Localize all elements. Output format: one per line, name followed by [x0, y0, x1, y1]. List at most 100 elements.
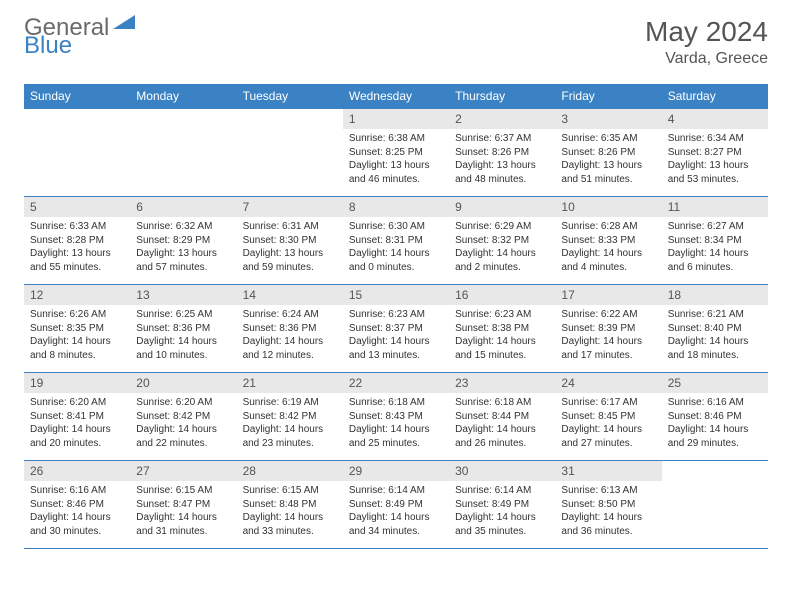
- day-number: 25: [662, 373, 768, 393]
- day-content: Sunrise: 6:21 AMSunset: 8:40 PMDaylight:…: [662, 305, 768, 368]
- day-number: 1: [343, 109, 449, 129]
- day-content: Sunrise: 6:14 AMSunset: 8:49 PMDaylight:…: [343, 481, 449, 544]
- day-content: Sunrise: 6:16 AMSunset: 8:46 PMDaylight:…: [24, 481, 130, 544]
- day-content: Sunrise: 6:34 AMSunset: 8:27 PMDaylight:…: [662, 129, 768, 192]
- location: Varda, Greece: [645, 50, 768, 68]
- day-cell: 6Sunrise: 6:32 AMSunset: 8:29 PMDaylight…: [130, 197, 236, 285]
- day-number: 15: [343, 285, 449, 305]
- day-cell: 4Sunrise: 6:34 AMSunset: 8:27 PMDaylight…: [662, 109, 768, 197]
- day-content: Sunrise: 6:16 AMSunset: 8:46 PMDaylight:…: [662, 393, 768, 456]
- col-saturday: Saturday: [662, 84, 768, 109]
- day-number: 17: [555, 285, 661, 305]
- day-cell: 13Sunrise: 6:25 AMSunset: 8:36 PMDayligh…: [130, 285, 236, 373]
- day-number: 13: [130, 285, 236, 305]
- day-number: 10: [555, 197, 661, 217]
- day-number: 24: [555, 373, 661, 393]
- day-number: 23: [449, 373, 555, 393]
- col-thursday: Thursday: [449, 84, 555, 109]
- day-cell: [24, 109, 130, 197]
- day-cell: 17Sunrise: 6:22 AMSunset: 8:39 PMDayligh…: [555, 285, 661, 373]
- day-content: Sunrise: 6:17 AMSunset: 8:45 PMDaylight:…: [555, 393, 661, 456]
- day-cell: 16Sunrise: 6:23 AMSunset: 8:38 PMDayligh…: [449, 285, 555, 373]
- day-content: Sunrise: 6:18 AMSunset: 8:44 PMDaylight:…: [449, 393, 555, 456]
- day-content: Sunrise: 6:29 AMSunset: 8:32 PMDaylight:…: [449, 217, 555, 280]
- day-content: Sunrise: 6:27 AMSunset: 8:34 PMDaylight:…: [662, 217, 768, 280]
- day-content: Sunrise: 6:32 AMSunset: 8:29 PMDaylight:…: [130, 217, 236, 280]
- day-number: 3: [555, 109, 661, 129]
- header: GeneralBlue May 2024 Varda, Greece: [0, 0, 792, 76]
- logo-text-blue: Blue: [24, 32, 72, 59]
- col-wednesday: Wednesday: [343, 84, 449, 109]
- day-content: Sunrise: 6:23 AMSunset: 8:37 PMDaylight:…: [343, 305, 449, 368]
- day-cell: 29Sunrise: 6:14 AMSunset: 8:49 PMDayligh…: [343, 461, 449, 549]
- day-content: Sunrise: 6:28 AMSunset: 8:33 PMDaylight:…: [555, 217, 661, 280]
- day-cell: 5Sunrise: 6:33 AMSunset: 8:28 PMDaylight…: [24, 197, 130, 285]
- day-cell: 2Sunrise: 6:37 AMSunset: 8:26 PMDaylight…: [449, 109, 555, 197]
- day-cell: 12Sunrise: 6:26 AMSunset: 8:35 PMDayligh…: [24, 285, 130, 373]
- day-cell: 24Sunrise: 6:17 AMSunset: 8:45 PMDayligh…: [555, 373, 661, 461]
- week-row: 12Sunrise: 6:26 AMSunset: 8:35 PMDayligh…: [24, 285, 768, 373]
- logo-triangle-icon: [113, 15, 135, 33]
- day-cell: 25Sunrise: 6:16 AMSunset: 8:46 PMDayligh…: [662, 373, 768, 461]
- day-cell: 21Sunrise: 6:19 AMSunset: 8:42 PMDayligh…: [237, 373, 343, 461]
- day-cell: 11Sunrise: 6:27 AMSunset: 8:34 PMDayligh…: [662, 197, 768, 285]
- day-content: Sunrise: 6:14 AMSunset: 8:49 PMDaylight:…: [449, 481, 555, 544]
- day-number: 18: [662, 285, 768, 305]
- day-content: Sunrise: 6:37 AMSunset: 8:26 PMDaylight:…: [449, 129, 555, 192]
- day-content: Sunrise: 6:20 AMSunset: 8:42 PMDaylight:…: [130, 393, 236, 456]
- calendar-body: 1Sunrise: 6:38 AMSunset: 8:25 PMDaylight…: [24, 109, 768, 549]
- day-cell: [237, 109, 343, 197]
- day-content: Sunrise: 6:24 AMSunset: 8:36 PMDaylight:…: [237, 305, 343, 368]
- day-number: 22: [343, 373, 449, 393]
- day-cell: 22Sunrise: 6:18 AMSunset: 8:43 PMDayligh…: [343, 373, 449, 461]
- day-cell: 23Sunrise: 6:18 AMSunset: 8:44 PMDayligh…: [449, 373, 555, 461]
- day-cell: 8Sunrise: 6:30 AMSunset: 8:31 PMDaylight…: [343, 197, 449, 285]
- week-row: 5Sunrise: 6:33 AMSunset: 8:28 PMDaylight…: [24, 197, 768, 285]
- day-cell: 7Sunrise: 6:31 AMSunset: 8:30 PMDaylight…: [237, 197, 343, 285]
- day-cell: 19Sunrise: 6:20 AMSunset: 8:41 PMDayligh…: [24, 373, 130, 461]
- calendar-table: Sunday Monday Tuesday Wednesday Thursday…: [24, 84, 768, 549]
- day-content: Sunrise: 6:20 AMSunset: 8:41 PMDaylight:…: [24, 393, 130, 456]
- day-content: Sunrise: 6:31 AMSunset: 8:30 PMDaylight:…: [237, 217, 343, 280]
- day-cell: 9Sunrise: 6:29 AMSunset: 8:32 PMDaylight…: [449, 197, 555, 285]
- day-content: Sunrise: 6:13 AMSunset: 8:50 PMDaylight:…: [555, 481, 661, 544]
- day-number: 2: [449, 109, 555, 129]
- day-content: Sunrise: 6:15 AMSunset: 8:48 PMDaylight:…: [237, 481, 343, 544]
- day-number: 29: [343, 461, 449, 481]
- day-number: 30: [449, 461, 555, 481]
- day-number: 20: [130, 373, 236, 393]
- day-number: 26: [24, 461, 130, 481]
- col-friday: Friday: [555, 84, 661, 109]
- day-number: 8: [343, 197, 449, 217]
- day-cell: 31Sunrise: 6:13 AMSunset: 8:50 PMDayligh…: [555, 461, 661, 549]
- day-number: 4: [662, 109, 768, 129]
- header-row: Sunday Monday Tuesday Wednesday Thursday…: [24, 84, 768, 109]
- day-cell: 15Sunrise: 6:23 AMSunset: 8:37 PMDayligh…: [343, 285, 449, 373]
- day-number: 14: [237, 285, 343, 305]
- day-content: Sunrise: 6:33 AMSunset: 8:28 PMDaylight:…: [24, 217, 130, 280]
- day-number: 28: [237, 461, 343, 481]
- day-cell: 10Sunrise: 6:28 AMSunset: 8:33 PMDayligh…: [555, 197, 661, 285]
- day-cell: 14Sunrise: 6:24 AMSunset: 8:36 PMDayligh…: [237, 285, 343, 373]
- day-content: Sunrise: 6:30 AMSunset: 8:31 PMDaylight:…: [343, 217, 449, 280]
- day-cell: 27Sunrise: 6:15 AMSunset: 8:47 PMDayligh…: [130, 461, 236, 549]
- day-content: Sunrise: 6:38 AMSunset: 8:25 PMDaylight:…: [343, 129, 449, 192]
- month-title: May 2024: [645, 16, 768, 48]
- day-content: Sunrise: 6:18 AMSunset: 8:43 PMDaylight:…: [343, 393, 449, 456]
- day-number: 21: [237, 373, 343, 393]
- day-cell: [662, 461, 768, 549]
- col-tuesday: Tuesday: [237, 84, 343, 109]
- col-sunday: Sunday: [24, 84, 130, 109]
- day-cell: 1Sunrise: 6:38 AMSunset: 8:25 PMDaylight…: [343, 109, 449, 197]
- day-number: 6: [130, 197, 236, 217]
- day-cell: 30Sunrise: 6:14 AMSunset: 8:49 PMDayligh…: [449, 461, 555, 549]
- day-content: Sunrise: 6:26 AMSunset: 8:35 PMDaylight:…: [24, 305, 130, 368]
- day-number: 16: [449, 285, 555, 305]
- week-row: 19Sunrise: 6:20 AMSunset: 8:41 PMDayligh…: [24, 373, 768, 461]
- col-monday: Monday: [130, 84, 236, 109]
- title-block: May 2024 Varda, Greece: [645, 16, 768, 68]
- day-number: 27: [130, 461, 236, 481]
- day-content: Sunrise: 6:35 AMSunset: 8:26 PMDaylight:…: [555, 129, 661, 192]
- day-cell: 28Sunrise: 6:15 AMSunset: 8:48 PMDayligh…: [237, 461, 343, 549]
- day-number: 31: [555, 461, 661, 481]
